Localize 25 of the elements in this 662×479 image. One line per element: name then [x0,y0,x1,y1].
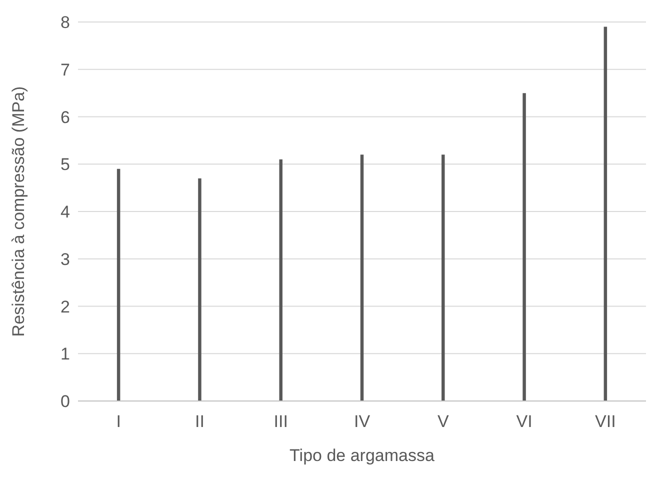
y-tick-label: 2 [60,297,70,316]
y-tick-label: 3 [60,250,70,269]
bar [279,159,282,401]
bar [198,178,202,401]
y-tick-label: 1 [60,344,70,364]
bar [522,93,526,401]
y-tick-label: 6 [60,108,70,127]
bar [604,26,608,401]
y-axis-title: Resistência à compressão (MPa) [9,86,28,337]
y-tick-label: 5 [60,155,70,174]
x-tick-label: III [274,412,288,432]
y-tick-label: 8 [60,13,70,32]
bar [360,154,364,401]
x-tick-label: V [437,412,450,432]
bar [116,168,120,401]
x-tick-label: VI [516,412,532,432]
y-tick-label: 7 [60,60,70,80]
x-tick-label: I [116,412,121,432]
x-tick-label: IV [354,412,371,432]
x-axis-title: Tipo de argamassa [290,446,435,465]
bar [442,154,445,401]
x-tick-label: VII [595,412,616,432]
x-tick-label: II [194,412,204,432]
y-tick-label: 4 [60,202,70,222]
y-tick-label: 0 [60,392,70,412]
